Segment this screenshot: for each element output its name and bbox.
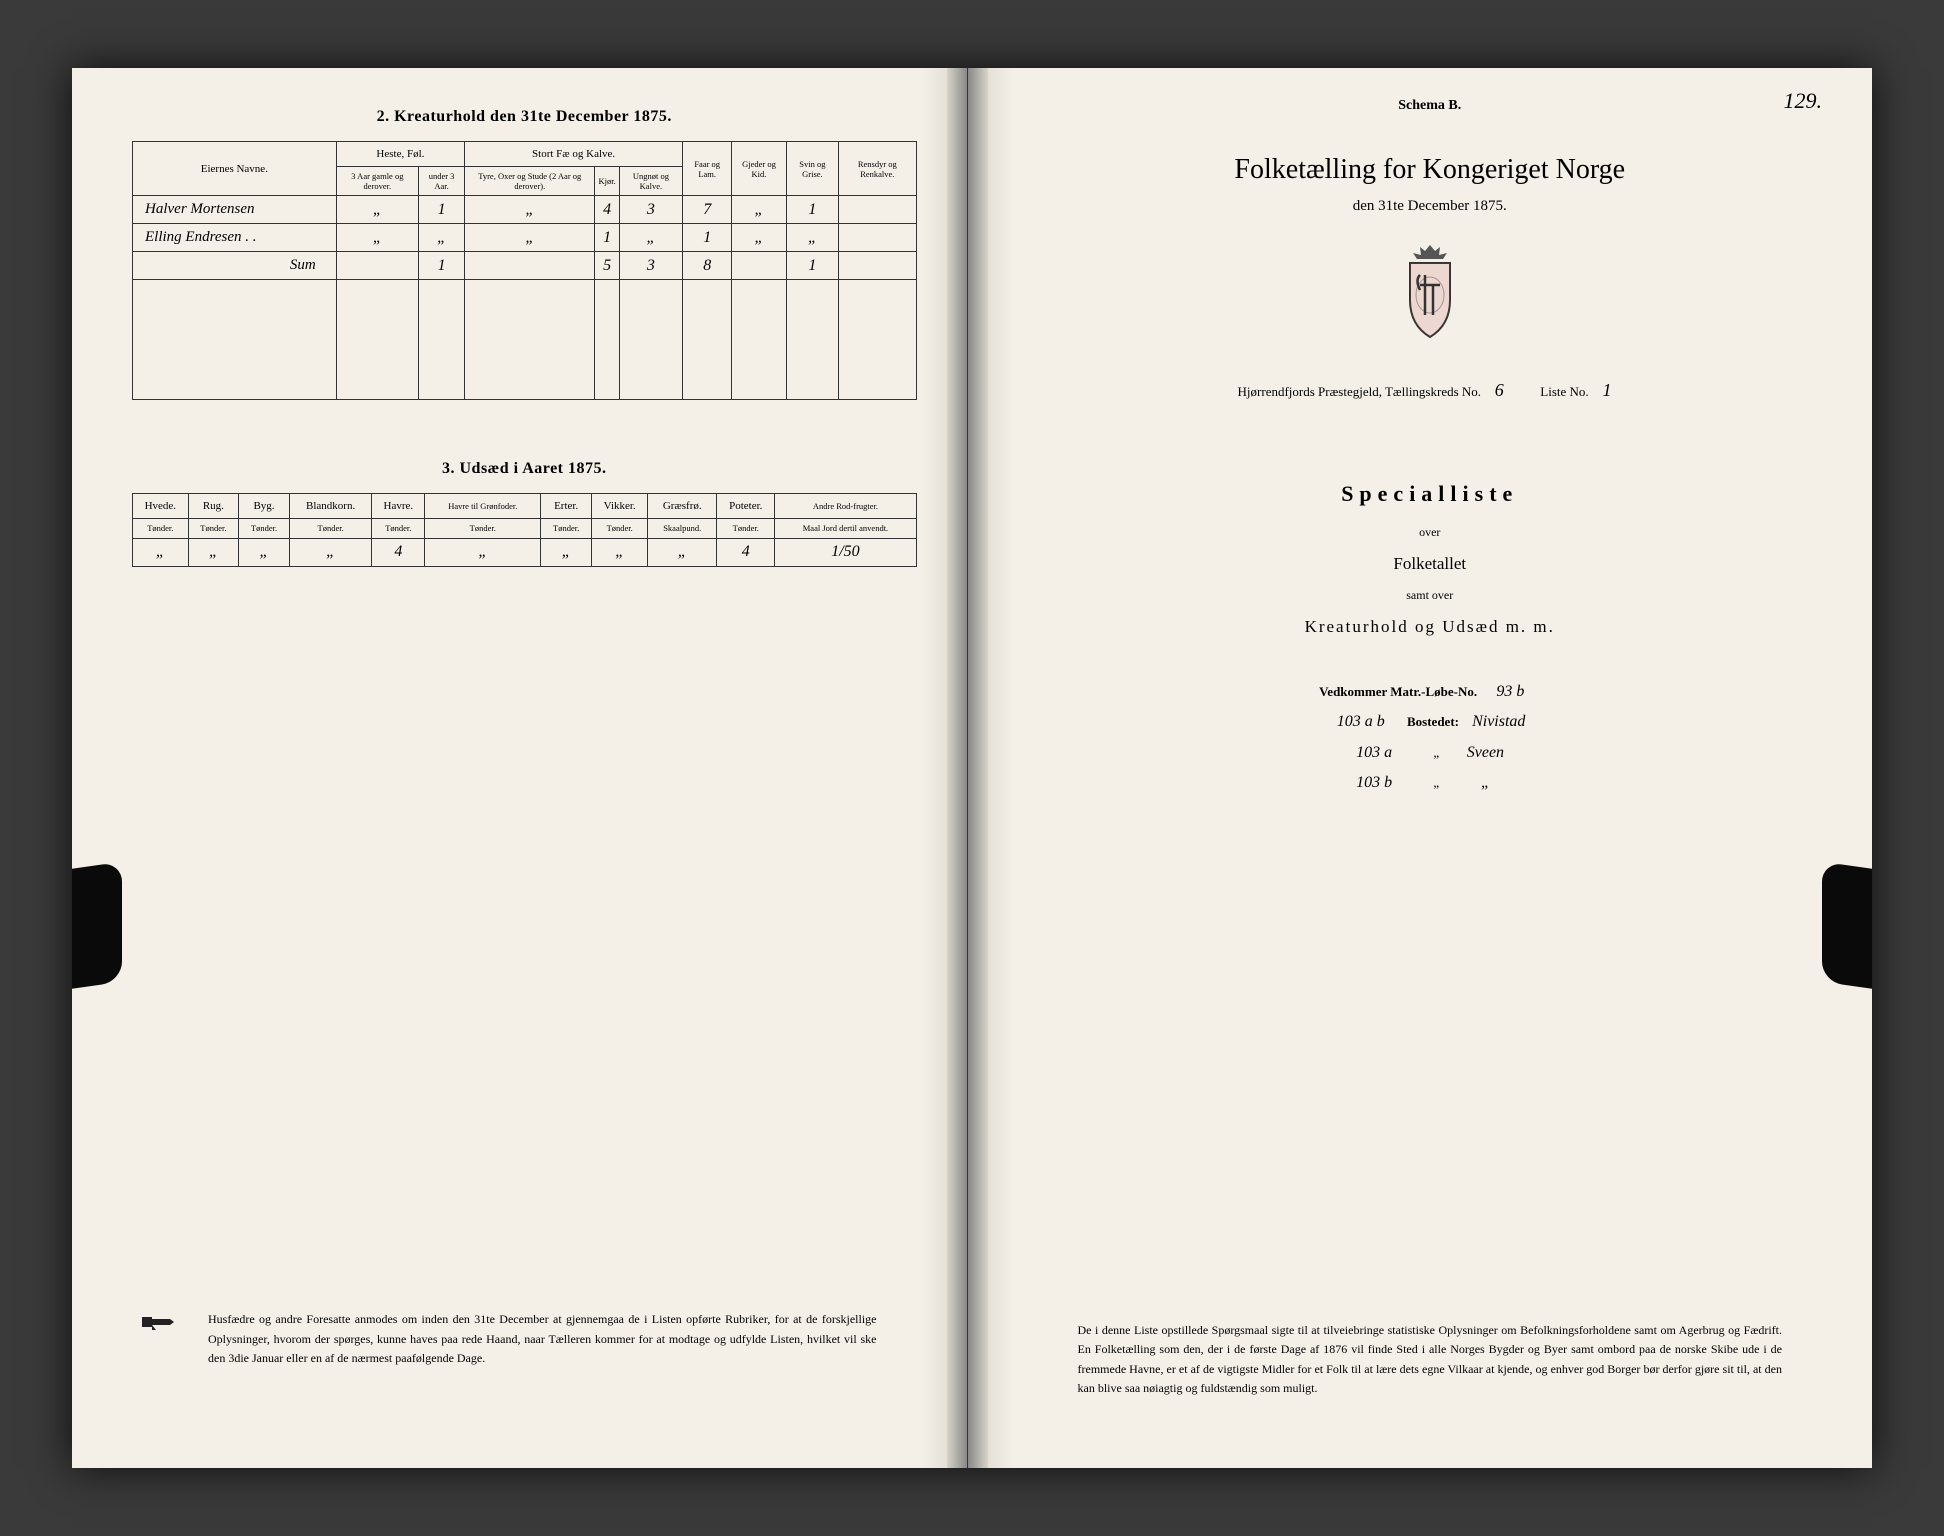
pointing-hand-icon <box>142 1312 176 1337</box>
table3-sowing: Hvede. Rug. Byg. Blandkorn. Havre. Havre… <box>132 493 917 566</box>
book-spread: 2. Kreaturhold den 31te December 1875. E… <box>72 68 1872 1468</box>
col-reindeer: Rensdyr og Renkalve. <box>839 142 916 196</box>
samt-label: samt over <box>1038 588 1823 603</box>
spine-shadow <box>968 68 988 1468</box>
table3-head-bot: Tønder. Tønder. Tønder. Tønder. Tønder. … <box>133 519 917 538</box>
table-row: „ „ „ „ 4 „ „ „ „ 4 1/50 <box>133 538 917 566</box>
left-footnote: Husfædre og andre Foresatte anmodes om i… <box>132 1310 907 1368</box>
district-line: Hjørrendfjords Præstegjeld, Tællingskred… <box>1038 380 1823 401</box>
page-clip-icon <box>1822 862 1872 995</box>
liste-no: 1 <box>1592 380 1622 401</box>
table-row: Halver Mortensen „ 1 „ 4 3 7 „ 1 <box>133 196 917 224</box>
owner-name: Halver Mortensen <box>133 196 337 224</box>
spine-shadow <box>947 68 967 1468</box>
col-pigs: Svin og Grise. <box>786 142 838 196</box>
col-calves: Ungnøt og Kalve. <box>619 167 682 196</box>
table-blank-area <box>133 280 917 400</box>
col-group-cattle: Stort Fæ og Kalve. <box>465 142 683 167</box>
col-bulls: Tyre, Oxer og Stude (2 Aar og derover). <box>465 167 595 196</box>
col-sheep: Faar og Lam. <box>683 142 732 196</box>
table3-head-top: Hvede. Rug. Byg. Blandkorn. Havre. Havre… <box>133 494 917 519</box>
col-goats: Gjeder og Kid. <box>732 142 786 196</box>
over-label: over <box>1038 525 1823 540</box>
sum-label: Sum <box>133 252 337 280</box>
coat-of-arms-icon <box>1038 245 1823 340</box>
district-no: 6 <box>1484 380 1514 401</box>
page-number: 129. <box>1784 88 1823 114</box>
subtitle: den 31te December 1875. <box>1038 198 1823 215</box>
col-owner-name: Eiernes Navne. <box>133 142 337 196</box>
table3-title: 3. Udsæd i Aaret 1875. <box>132 460 917 478</box>
specialliste-title: Specialliste <box>1038 481 1823 507</box>
right-footnote: De i denne Liste opstillede Spørgsmaal s… <box>1058 1321 1803 1398</box>
kreaturhold-label: Kreaturhold og Udsæd m. m. <box>1038 617 1823 637</box>
folketallet-label: Folketallet <box>1038 554 1823 574</box>
table-row: Elling Endresen . . „ „ „ 1 „ 1 „ „ <box>133 224 917 252</box>
footnote-text: Husfædre og andre Foresatte anmodes om i… <box>188 1310 897 1368</box>
main-title: Folketælling for Kongeriget Norge <box>1038 154 1823 186</box>
right-page: 129. Schema B. Folketælling for Kongerig… <box>968 68 1873 1468</box>
col-horse-3plus: 3 Aar gamle og derover. <box>336 167 418 196</box>
schema-label: Schema B. <box>1038 98 1823 114</box>
matr-block: Vedkommer Matr.-Løbe-No. 93 b 103 a b Bo… <box>1038 677 1823 799</box>
owner-name: Elling Endresen . . <box>133 224 337 252</box>
left-page: 2. Kreaturhold den 31te December 1875. E… <box>72 68 968 1468</box>
table2-livestock: Eiernes Navne. Heste, Føl. Stort Fæ og K… <box>132 141 917 400</box>
col-cows: Kjør. <box>595 167 619 196</box>
table2-title: 2. Kreaturhold den 31te December 1875. <box>132 108 917 126</box>
table-row-sum: Sum 1 5 3 8 1 <box>133 252 917 280</box>
col-horse-u3: under 3 Aar. <box>419 167 465 196</box>
col-group-horses: Heste, Føl. <box>336 142 464 167</box>
page-clip-icon <box>72 862 122 995</box>
